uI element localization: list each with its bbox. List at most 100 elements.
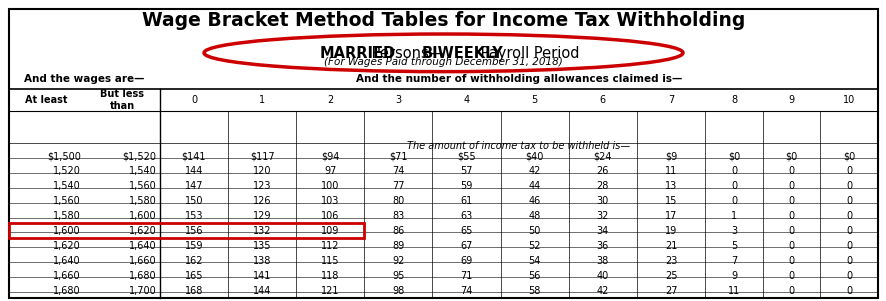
Text: $141: $141 (182, 151, 206, 161)
Text: 50: 50 (528, 226, 540, 236)
Text: 1,560: 1,560 (53, 196, 81, 206)
Text: $94: $94 (321, 151, 339, 161)
Text: $1,500: $1,500 (47, 151, 81, 161)
Text: 1,640: 1,640 (53, 256, 81, 266)
Text: 0: 0 (788, 271, 794, 281)
Text: 1,700: 1,700 (128, 286, 156, 296)
Text: 103: 103 (321, 196, 339, 206)
Text: 97: 97 (323, 166, 336, 176)
Text: 1,660: 1,660 (53, 271, 81, 281)
Text: (For Wages Paid through December 31, 2018): (For Wages Paid through December 31, 201… (323, 57, 563, 67)
Text: 1,620: 1,620 (53, 241, 81, 251)
Text: And the number of withholding allowances claimed is—: And the number of withholding allowances… (355, 74, 681, 84)
Text: 7: 7 (667, 95, 673, 105)
Text: 0: 0 (845, 256, 851, 266)
Text: 0: 0 (788, 241, 794, 251)
Text: 0: 0 (788, 211, 794, 221)
Text: 1,600: 1,600 (128, 211, 156, 221)
Text: 56: 56 (528, 271, 540, 281)
Text: 120: 120 (253, 166, 271, 176)
Text: 1,540: 1,540 (128, 166, 156, 176)
Text: 54: 54 (528, 256, 540, 266)
Text: 121: 121 (321, 286, 339, 296)
Text: $71: $71 (389, 151, 408, 161)
Text: 1,620: 1,620 (128, 226, 156, 236)
Text: 135: 135 (253, 241, 271, 251)
Text: 11: 11 (664, 166, 676, 176)
Text: 0: 0 (845, 196, 851, 206)
Text: 9: 9 (730, 271, 736, 281)
Text: 52: 52 (528, 241, 540, 251)
Text: 153: 153 (184, 211, 203, 221)
Text: 118: 118 (321, 271, 339, 281)
Text: 0: 0 (730, 166, 736, 176)
Text: 11: 11 (727, 286, 739, 296)
Text: 141: 141 (253, 271, 271, 281)
Text: 9: 9 (788, 95, 794, 105)
Text: 109: 109 (321, 226, 339, 236)
Text: 69: 69 (460, 256, 472, 266)
Text: 112: 112 (321, 241, 339, 251)
Text: 0: 0 (190, 95, 197, 105)
Text: 159: 159 (184, 241, 203, 251)
Text: 74: 74 (392, 166, 404, 176)
Text: 147: 147 (184, 181, 203, 191)
Text: 1,520: 1,520 (53, 166, 81, 176)
Text: 42: 42 (596, 286, 609, 296)
Text: 168: 168 (184, 286, 203, 296)
Bar (9, 223, 364, 238)
Text: 63: 63 (460, 211, 472, 221)
Text: 59: 59 (460, 181, 472, 191)
Text: 0: 0 (845, 286, 851, 296)
Text: 65: 65 (460, 226, 472, 236)
Text: Payroll Period: Payroll Period (475, 46, 579, 61)
Text: 36: 36 (596, 241, 609, 251)
Text: 0: 0 (845, 211, 851, 221)
Text: BIWEEKLY: BIWEEKLY (422, 46, 503, 61)
Text: 165: 165 (184, 271, 203, 281)
Text: 156: 156 (184, 226, 203, 236)
Text: 0: 0 (730, 181, 736, 191)
Text: 28: 28 (596, 181, 609, 191)
Text: 7: 7 (730, 256, 736, 266)
Text: 67: 67 (460, 241, 472, 251)
Text: 40: 40 (596, 271, 609, 281)
Text: $40: $40 (525, 151, 543, 161)
Text: 0: 0 (788, 256, 794, 266)
Text: $55: $55 (457, 151, 476, 161)
Text: 89: 89 (392, 241, 404, 251)
Text: 6: 6 (599, 95, 605, 105)
Text: 26: 26 (596, 166, 609, 176)
Text: 77: 77 (392, 181, 404, 191)
Text: 0: 0 (788, 286, 794, 296)
Text: 144: 144 (184, 166, 203, 176)
Text: Persons—: Persons— (367, 46, 443, 61)
Text: 57: 57 (460, 166, 472, 176)
Text: $0: $0 (843, 151, 854, 161)
Text: 1,640: 1,640 (128, 241, 156, 251)
Text: 150: 150 (184, 196, 203, 206)
Text: 1,560: 1,560 (128, 181, 156, 191)
Text: 38: 38 (596, 256, 609, 266)
Text: 42: 42 (528, 166, 540, 176)
Text: 95: 95 (392, 271, 404, 281)
Text: 5: 5 (730, 241, 736, 251)
Text: 129: 129 (253, 211, 271, 221)
Text: 61: 61 (460, 196, 472, 206)
Text: 25: 25 (664, 271, 677, 281)
Text: 46: 46 (528, 196, 540, 206)
Text: 1,580: 1,580 (128, 196, 156, 206)
Text: $117: $117 (250, 151, 274, 161)
Text: 4: 4 (463, 95, 469, 105)
Text: 3: 3 (730, 226, 736, 236)
Text: 5: 5 (531, 95, 537, 105)
Text: 44: 44 (528, 181, 540, 191)
Text: 0: 0 (845, 181, 851, 191)
Text: But less
than: But less than (100, 89, 144, 111)
Text: 0: 0 (730, 196, 736, 206)
Text: 123: 123 (253, 181, 271, 191)
Text: 74: 74 (460, 286, 472, 296)
Text: 23: 23 (664, 256, 677, 266)
Text: 3: 3 (395, 95, 401, 105)
Text: 144: 144 (253, 286, 271, 296)
